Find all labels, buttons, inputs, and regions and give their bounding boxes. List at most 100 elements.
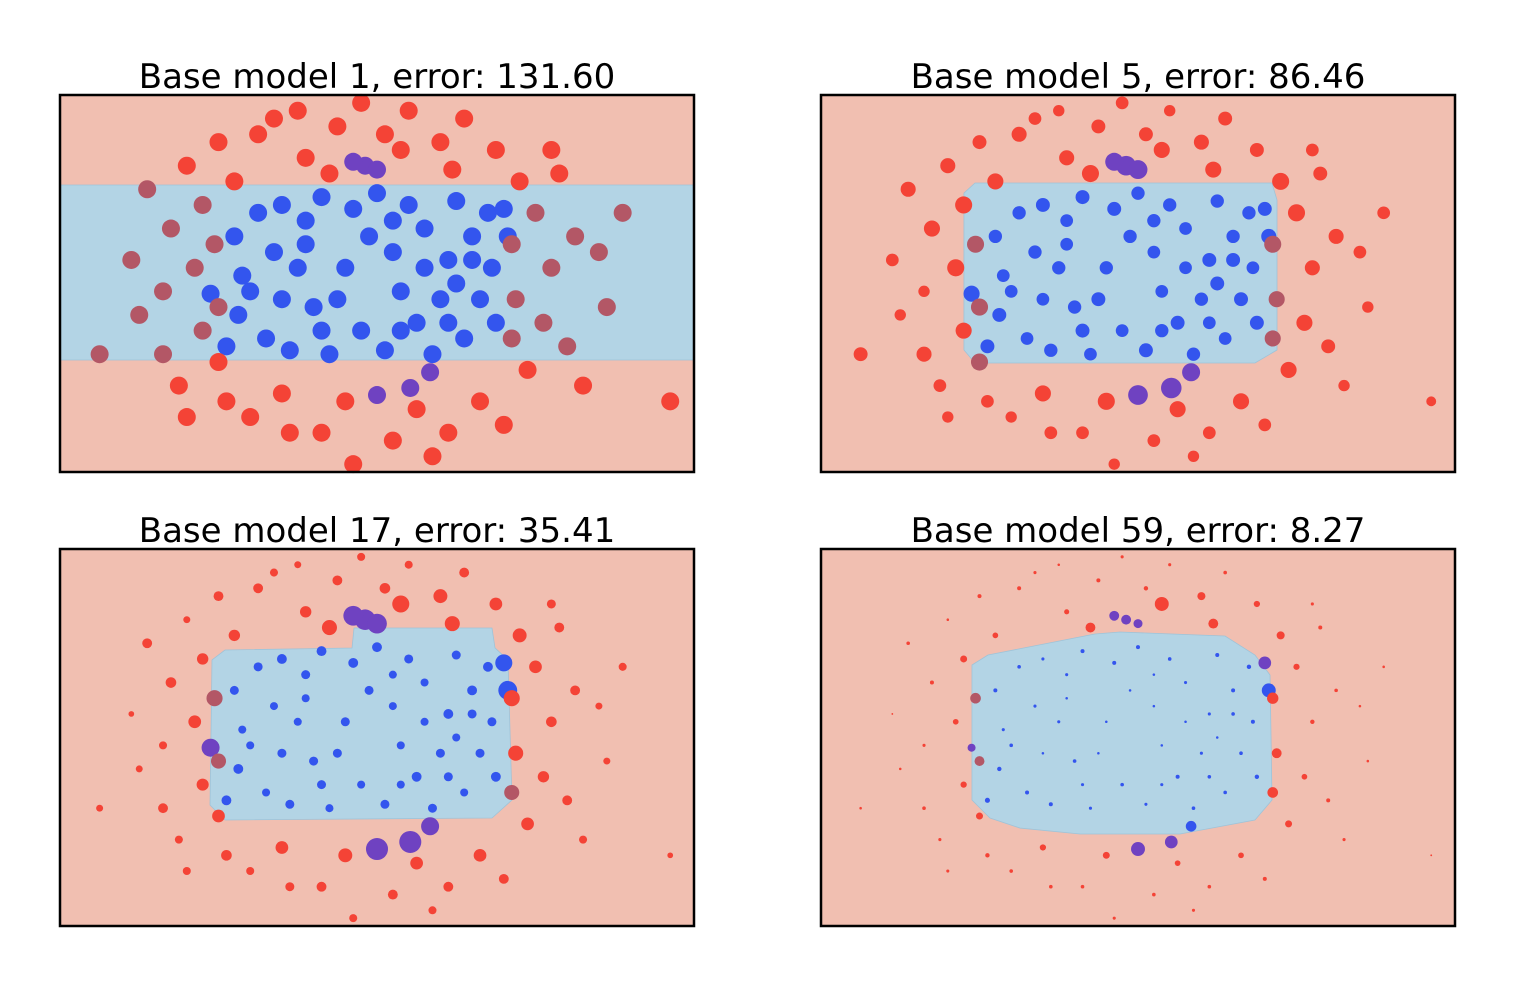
data-point-class-1 [1231, 712, 1235, 716]
data-point-class-1 [1170, 315, 1185, 330]
data-point-class-0 [589, 243, 608, 262]
data-point-class-0 [992, 632, 999, 639]
data-point-class-0 [299, 606, 312, 618]
data-point-class-0 [1264, 330, 1281, 347]
data-point-class-0 [431, 133, 450, 152]
data-point-class-0 [885, 253, 899, 267]
data-point-class-0 [1191, 908, 1196, 912]
data-point-class-0 [1223, 570, 1227, 575]
panel-1: Base model 1, error: 131.60 [58, 57, 696, 474]
data-point-class-1 [344, 152, 363, 171]
data-point-class-1 [388, 702, 397, 711]
data-point-class-0 [1353, 245, 1367, 259]
data-point-class-1 [285, 799, 295, 809]
data-point-class-0 [667, 852, 674, 859]
data-point-class-0 [159, 741, 168, 750]
data-point-class-1 [316, 646, 327, 657]
data-point-class-0 [196, 778, 209, 791]
data-point-class-0 [206, 690, 223, 707]
data-point-class-0 [542, 258, 561, 277]
data-point-class-0 [1430, 854, 1433, 857]
data-point-class-0 [130, 305, 149, 324]
data-point-class-1 [401, 378, 420, 397]
data-point-class-0 [312, 423, 331, 442]
data-point-class-1 [463, 227, 482, 246]
data-point-class-0 [165, 677, 177, 688]
data-point-class-1 [478, 203, 497, 222]
data-point-class-1 [1215, 736, 1219, 739]
data-point-class-0 [294, 561, 302, 569]
data-point-class-1 [1242, 206, 1256, 220]
data-point-class-1 [1184, 720, 1187, 724]
data-point-class-1 [380, 799, 390, 809]
data-point-class-1 [201, 738, 220, 757]
data-point-class-1 [296, 211, 315, 230]
data-point-class-0 [1249, 143, 1264, 157]
data-point-class-0 [1313, 166, 1328, 181]
data-point-class-0 [489, 597, 503, 611]
data-point-class-1 [1246, 664, 1252, 670]
data-point-class-0 [316, 881, 327, 892]
data-point-class-1 [360, 227, 379, 246]
data-point-class-1 [1194, 292, 1209, 306]
data-point-class-1 [1202, 316, 1216, 330]
data-point-class-1 [1035, 197, 1050, 212]
data-point-class-0 [253, 583, 264, 594]
data-point-class-1 [1167, 657, 1172, 661]
data-point-class-0 [1064, 609, 1070, 615]
data-point-class-1 [1246, 261, 1260, 275]
data-point-class-0 [169, 376, 188, 395]
data-point-class-1 [399, 195, 418, 214]
data-point-class-1 [443, 772, 453, 782]
data-point-class-0 [1267, 692, 1279, 704]
data-point-class-1 [992, 307, 1007, 322]
data-point-class-1 [1120, 782, 1124, 787]
data-point-class-0 [502, 235, 521, 254]
data-point-class-1 [375, 341, 394, 360]
data-point-class-0 [375, 125, 394, 144]
class-1-region [971, 631, 1273, 835]
data-point-class-1 [411, 771, 422, 782]
data-point-class-1 [1091, 292, 1106, 307]
data-point-class-1 [1052, 261, 1066, 275]
data-point-class-0 [209, 298, 228, 317]
data-point-class-0 [392, 595, 410, 613]
data-point-class-1 [301, 670, 311, 680]
data-point-class-1 [1009, 743, 1013, 748]
data-point-class-1 [443, 709, 454, 719]
data-point-class-1 [1152, 673, 1156, 676]
data-point-class-0 [379, 582, 391, 594]
data-point-class-1 [1041, 751, 1045, 755]
data-point-class-1 [1160, 744, 1164, 747]
data-point-class-1 [404, 654, 414, 664]
data-point-class-1 [1075, 323, 1090, 338]
data-point-class-0 [922, 743, 926, 747]
data-point-class-0 [193, 321, 212, 340]
data-point-class-1 [1179, 261, 1192, 275]
data-point-class-0 [196, 653, 209, 665]
data-point-class-1 [312, 321, 331, 340]
data-point-class-0 [494, 415, 513, 434]
data-point-class-0 [128, 711, 135, 717]
data-point-class-0 [1059, 150, 1075, 166]
data-point-class-0 [328, 117, 347, 136]
data-point-class-0 [1310, 602, 1314, 606]
data-point-class-1 [1128, 385, 1148, 405]
data-point-class-0 [952, 718, 959, 725]
data-point-class-1 [1223, 790, 1227, 795]
data-point-class-1 [984, 797, 990, 803]
data-point-class-0 [1112, 916, 1116, 920]
data-point-class-0 [1362, 301, 1374, 313]
data-point-class-0 [1091, 119, 1106, 134]
data-point-class-1 [1065, 673, 1069, 677]
data-point-class-0 [246, 867, 255, 876]
data-point-class-0 [1097, 392, 1115, 410]
data-point-class-1 [317, 780, 327, 790]
data-point-class-0 [550, 164, 569, 183]
data-point-class-0 [566, 227, 585, 246]
data-point-class-0 [955, 322, 972, 339]
axes-frame [819, 547, 1457, 928]
data-point-class-0 [1202, 426, 1216, 440]
data-point-class-1 [225, 227, 244, 246]
